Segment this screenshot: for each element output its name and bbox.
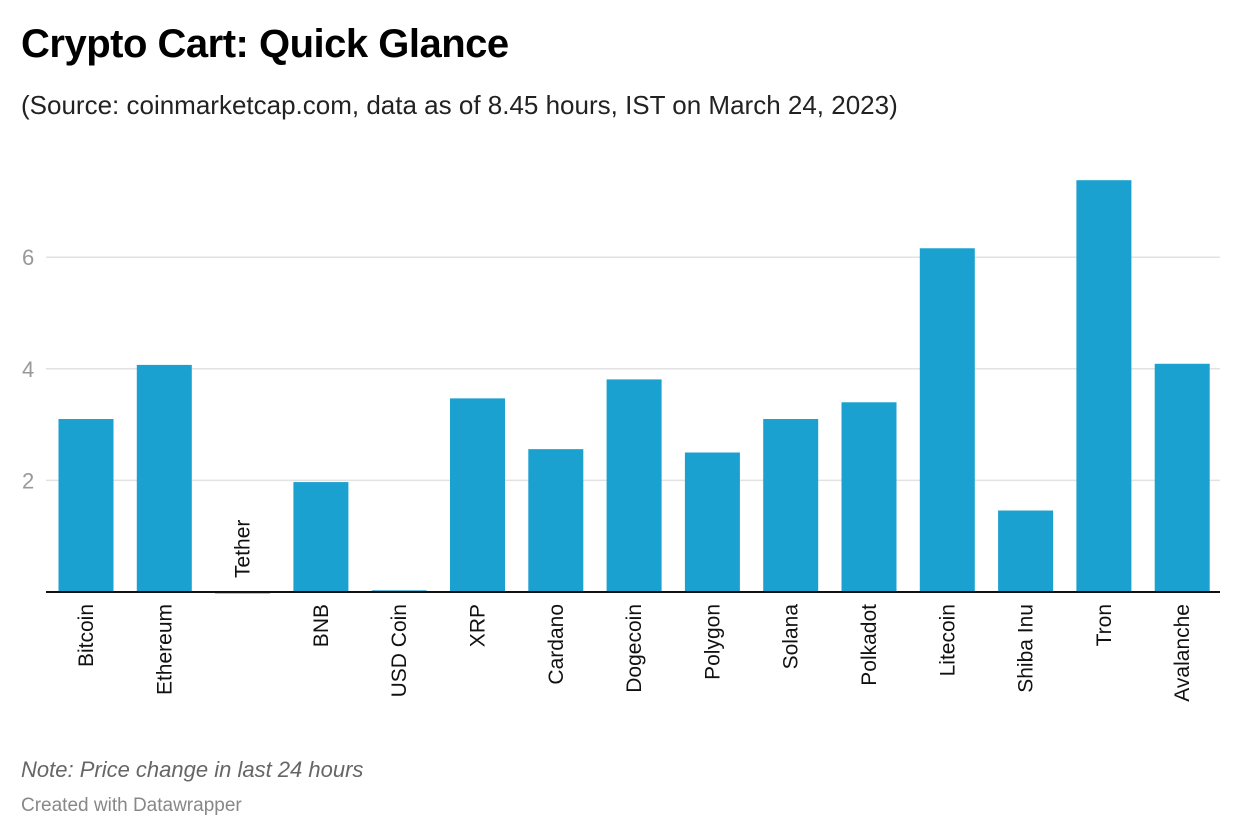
chart-title: Crypto Cart: Quick Glance bbox=[21, 22, 509, 66]
x-category-label: Tron bbox=[1093, 604, 1116, 646]
bar bbox=[684, 452, 740, 592]
bar bbox=[919, 248, 975, 592]
x-category-label: Shiba Inu bbox=[1015, 604, 1038, 693]
bar bbox=[450, 398, 505, 592]
x-category-label: Cardano bbox=[545, 604, 568, 685]
bar bbox=[136, 364, 192, 592]
bar bbox=[606, 379, 662, 592]
x-category-label: Avalanche bbox=[1171, 604, 1194, 702]
x-category-label: XRP bbox=[467, 604, 490, 647]
x-category-label: Tether bbox=[232, 520, 255, 578]
bar bbox=[763, 419, 819, 592]
y-tick-label: 6 bbox=[22, 245, 34, 270]
y-tick-label: 4 bbox=[22, 357, 34, 382]
x-category-label: Dogecoin bbox=[623, 604, 646, 693]
chart-subtitle: (Source: coinmarketcap.com, data as of 8… bbox=[21, 90, 898, 120]
x-category-label: Bitcoin bbox=[75, 604, 98, 667]
chart-credit: Created with Datawrapper bbox=[21, 795, 242, 816]
x-category-label: Polkadot bbox=[858, 604, 881, 686]
x-category-label: Polygon bbox=[701, 604, 724, 680]
chart-note: Note: Price change in last 24 hours bbox=[21, 757, 364, 782]
x-category-label: Ethereum bbox=[153, 604, 176, 695]
bar bbox=[293, 482, 349, 592]
x-category-label: USD Coin bbox=[388, 604, 411, 697]
bar bbox=[528, 449, 584, 592]
x-category-label: Solana bbox=[780, 604, 803, 670]
bar bbox=[1154, 363, 1210, 592]
x-category-label: BNB bbox=[310, 604, 333, 647]
bar bbox=[841, 402, 897, 592]
x-category-label: Litecoin bbox=[936, 604, 959, 676]
y-tick-label: 2 bbox=[22, 468, 34, 493]
bar bbox=[1076, 180, 1132, 593]
bar bbox=[998, 510, 1054, 592]
bar bbox=[58, 419, 114, 592]
